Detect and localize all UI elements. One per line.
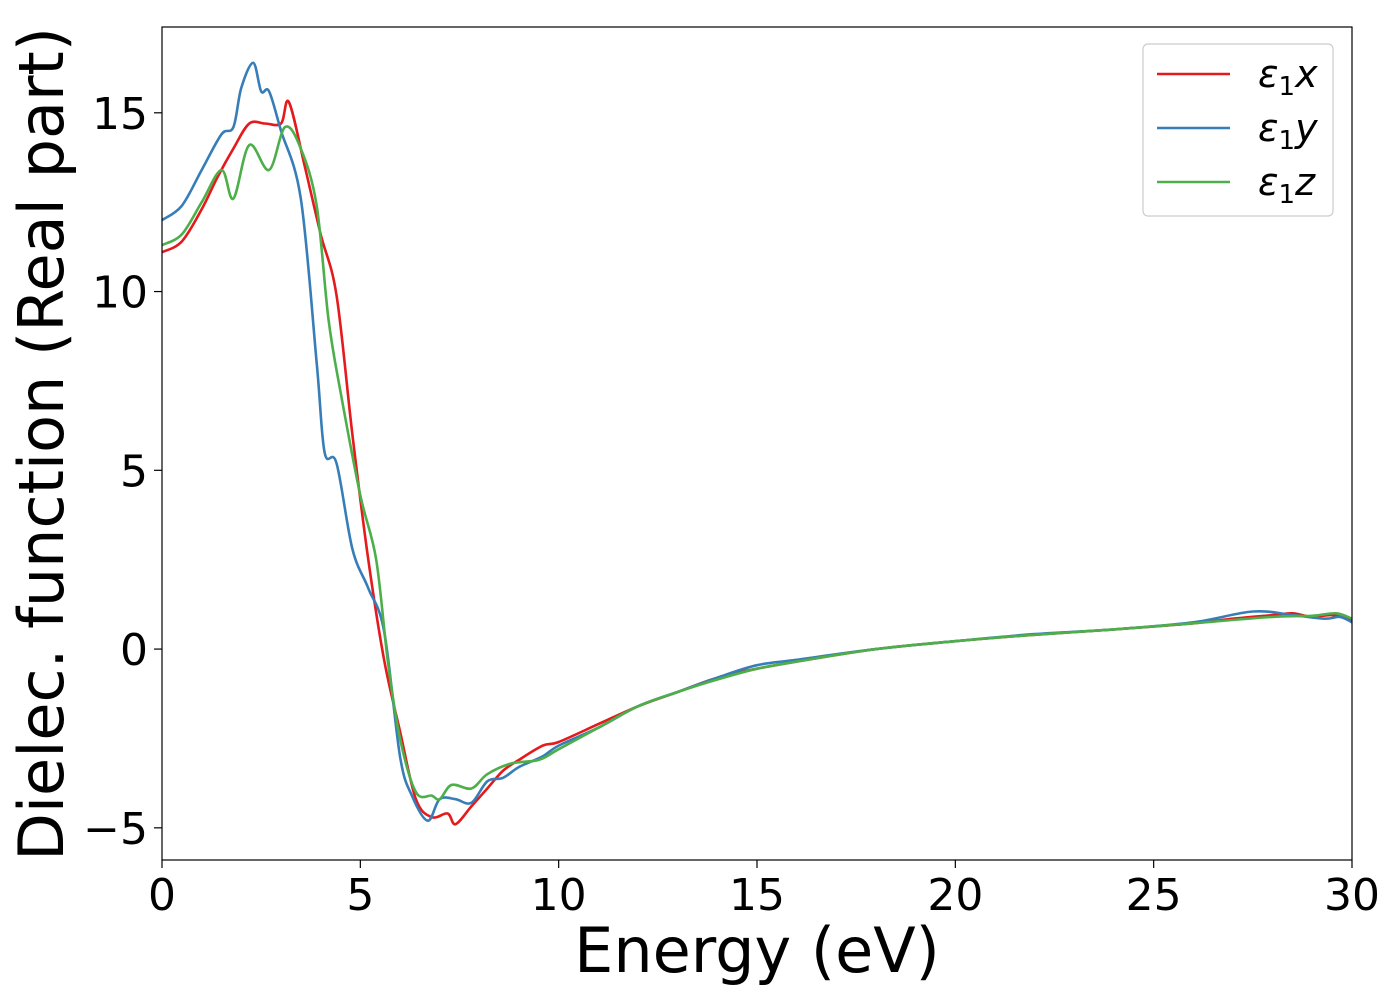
y-tick-label: 10 [92,268,148,319]
x-axis-title: Energy (eV) [574,914,940,987]
x-tick-label: 30 [1324,870,1380,921]
legend-label-z: ε1z [1258,160,1316,210]
series-line-z [161,125,1353,801]
x-tick-label: 15 [729,870,785,921]
x-axis-ticks: 0 5 10 15 20 25 30 [148,860,1380,921]
x-tick-label: 5 [346,870,374,921]
x-tick-label: 25 [1126,870,1182,921]
y-tick-label: 0 [120,625,148,676]
x-tick-label: 20 [927,870,983,921]
x-tick-label: 0 [148,870,176,921]
y-axis-ticks: −5 0 5 10 15 [83,89,162,855]
legend-label-x: ε1x [1258,52,1318,102]
legend-label-y: ε1y [1258,106,1318,156]
legend-box [1142,43,1334,217]
y-tick-label: −5 [83,804,148,855]
x-tick-label: 10 [531,870,587,921]
y-tick-label: 15 [92,89,148,140]
y-axis-title: Dielec. function (Real part) [5,27,78,861]
series-layer [161,61,1353,826]
y-tick-label: 5 [120,446,148,497]
